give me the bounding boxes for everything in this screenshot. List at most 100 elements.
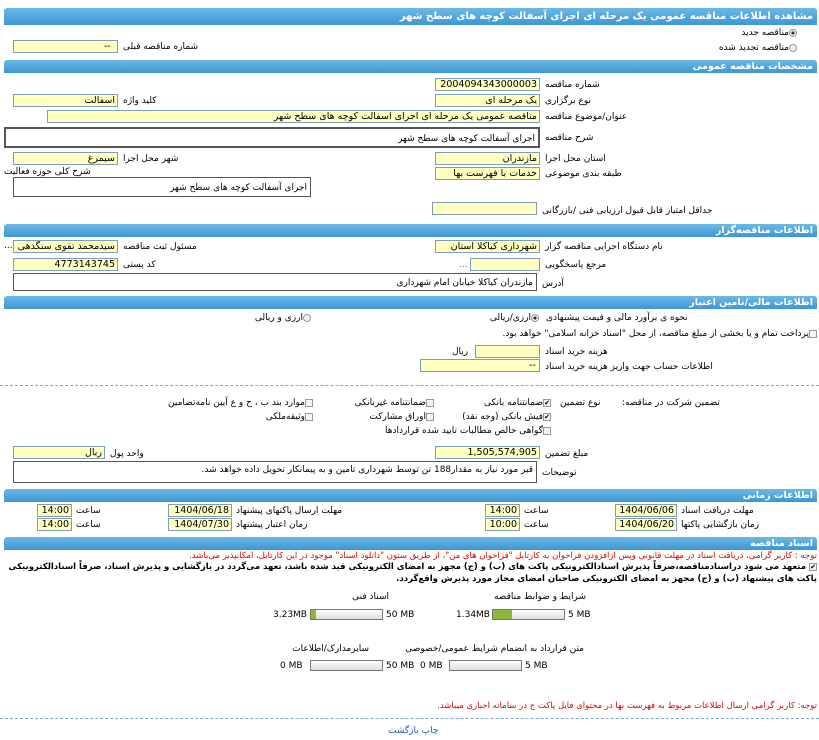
file-progress-bar (449, 660, 522, 671)
time-label: ساعت (524, 506, 549, 516)
min-score-field[interactable] (432, 202, 537, 215)
organizer-field[interactable]: شهرداری کیاکلا استان مازندران (435, 240, 540, 253)
treasury-checkbox[interactable]: پرداخت تمام و یا بخشی از مبلغ مناقصه، از… (502, 329, 817, 339)
print-link[interactable]: چاپ (421, 726, 439, 736)
radio-renewed-tender[interactable]: مناقصه تجدید شده (719, 43, 797, 53)
file-max-size: 50 MB (386, 610, 415, 620)
submit-time-field[interactable]: 14:00 (37, 504, 72, 517)
opening-time-field[interactable]: 10:00 (485, 518, 520, 531)
guarantee-property[interactable]: وثیقه‌ملکی (266, 412, 313, 422)
guarantee-receivables[interactable]: گواهی خالص مطالبات تایید شده قراردادها (385, 426, 551, 436)
checkbox-label: وثیقه‌ملکی (265, 412, 305, 422)
opening-date-label: زمان بازگشایی پاکتها (681, 520, 760, 530)
radio-fx-rial[interactable]: ارزی و ریالی (255, 313, 311, 323)
commit-checkbox[interactable]: ✔ متعهد می شود دراسنادمناقصه،صرفاً پذیرش… (2, 561, 817, 585)
keyword-field[interactable]: آسفالت (13, 94, 118, 107)
radio-icon[interactable] (789, 28, 797, 37)
guarantee-bank[interactable]: ✔ضمانتنامه بانکی (484, 398, 551, 408)
file-size: 3.23MB (273, 610, 307, 620)
city-label: شهر محل اجرا (123, 154, 179, 164)
tender-number-label: شماره مناقصه (545, 80, 600, 90)
previous-tender-number-label: شماره مناقصه قبلی (123, 42, 198, 52)
radio-rial[interactable]: ارزی/ریالی (490, 313, 539, 323)
checkbox-icon[interactable]: ✔ (543, 412, 551, 421)
doc-cost-field[interactable] (475, 345, 540, 358)
doc-cost-label: هزینه خرید اسناد (545, 347, 608, 357)
holding-type-field[interactable]: یک مرحله ای (435, 94, 540, 107)
checkbox-label: متعهد می شود دراسنادمناقصه،صرفاً پذیرش ا… (8, 562, 818, 584)
previous-tender-number-field[interactable]: -- (13, 40, 118, 53)
checkbox-icon[interactable] (543, 426, 551, 435)
validity-time-field[interactable]: 14:00 (37, 518, 72, 531)
radio-icon[interactable] (789, 43, 797, 52)
postal-code-label: کد پستی (123, 260, 156, 270)
guarantee-cash[interactable]: ✔فیش بانکی (وجه نقد) (462, 412, 551, 422)
category-field[interactable]: خدمات با فهرست بها (435, 167, 540, 180)
file-max-size: 5 MB (525, 661, 548, 671)
estimate-label: نحوه ی برآورد مالی و قیمت پیشنهادی (546, 313, 688, 323)
file-progress-bar (492, 609, 565, 620)
submit-deadline-field[interactable]: 1404/06/18 (168, 504, 232, 517)
checkbox-label: ضمانتنامه بانکی (484, 398, 543, 408)
file-size: 0 MB (420, 661, 443, 671)
address-label: آدرس (542, 279, 564, 289)
divider (0, 385, 819, 386)
radio-icon[interactable] (531, 313, 539, 322)
documents-note: توجه : کاربر گرامی، دریافت اسناد در مهلت… (189, 551, 817, 561)
checkbox-icon[interactable]: ✔ (543, 398, 551, 407)
guarantee-bonds[interactable]: اوراق مشارکت (369, 412, 434, 422)
activity-label: شرح کلی حوزه فعالیت (4, 167, 91, 177)
submit-deadline-label: مهلت ارسال پاکتهای پیشنهاد (236, 506, 343, 516)
checkbox-label: اوراق مشارکت (369, 412, 426, 422)
opening-date-field[interactable]: 1404/06/20 (615, 518, 677, 531)
reference-field[interactable] (470, 258, 540, 271)
validity-date-label: زمان اعتبار پیشنهاد (236, 520, 308, 530)
postal-code-field[interactable]: 4773143745 (13, 258, 118, 271)
checkbox-icon[interactable]: ✔ (809, 562, 817, 571)
activity-box: اجرای آسفالت کوچه های سطح شهر (13, 177, 311, 197)
time-label: ساعت (524, 520, 549, 530)
description-box: اجرای آسفالت کوچه های سطح شهر (4, 127, 540, 148)
doc-deadline-time-field[interactable]: 14:00 (485, 504, 520, 517)
reference-more-link[interactable]: ... (459, 260, 468, 270)
notes-box: قیر مورد نیاز به مقدار188 تن توسط شهردار… (13, 461, 537, 483)
checkbox-icon[interactable] (426, 398, 434, 407)
file-size: 0 MB (280, 661, 303, 671)
doc-deadline-field[interactable]: 1404/06/06 (615, 504, 677, 517)
responsible-field[interactable]: سیدمحمد تقوی سنگدهی (13, 240, 118, 253)
file-label: شرایط و ضوابط مناقصه (493, 592, 586, 602)
responsible-label: مسئول ثبت مناقصه (123, 242, 197, 252)
checkbox-icon[interactable] (305, 412, 313, 421)
file-size: 1.34MB (456, 610, 490, 620)
section-general: مشخصات مناقصه عمومی (4, 60, 817, 73)
checkbox-icon[interactable] (426, 412, 434, 421)
validity-date-field[interactable]: 1404/07/30 (168, 518, 232, 531)
organizer-label: نام دستگاه اجرایی مناقصه گزار (545, 242, 663, 252)
back-link[interactable]: بازگشت (388, 726, 419, 736)
responsible-more-link[interactable]: ... (4, 241, 13, 251)
file-progress-fill (493, 610, 513, 619)
province-field[interactable]: مازندران (435, 152, 540, 165)
account-field[interactable]: -- (420, 359, 540, 372)
radio-icon[interactable] (303, 313, 311, 322)
checkbox-icon[interactable] (305, 398, 313, 407)
guarantee-amount-label: مبلغ تضمین (545, 449, 589, 459)
subject-field[interactable]: مناقصه عمومی یک مرحله ای اجرای آسفالت کو… (47, 110, 540, 123)
checkbox-icon[interactable] (809, 329, 817, 338)
section-documents: اسناد مناقصه (4, 537, 817, 550)
radio-new-tender[interactable]: مناقصه جدید (741, 28, 797, 38)
guarantee-amount-field[interactable]: 1,505,574,905 (435, 446, 540, 459)
section-finance: اطلاعات مالی/تامین اعتبار (4, 296, 817, 309)
footer-links: چاپ بازگشت (388, 726, 438, 736)
tender-number-field[interactable]: 2004094343000003 (435, 78, 540, 91)
currency-field[interactable]: ریال (13, 446, 105, 459)
checkbox-label: ضمانتنامه غیربانکی (354, 398, 426, 408)
min-score-label: حداقل امتیاز قابل قبول ارزیابی فنی /بازر… (542, 206, 713, 216)
city-field[interactable]: سیمرغ (13, 152, 118, 165)
guarantee-nonbank[interactable]: ضمانتنامه غیربانکی (355, 398, 434, 408)
radio-label: مناقصه تجدید شده (718, 43, 789, 53)
file-label: سایرمدارک/اطلاعات (292, 644, 369, 654)
time-label: ساعت (76, 506, 101, 516)
guarantee-label: تضمین شرکت در مناقصه: (622, 398, 720, 408)
guarantee-clause[interactable]: موارد بند ب ، ح و ع آیین نامه‌تضامین (168, 398, 313, 408)
